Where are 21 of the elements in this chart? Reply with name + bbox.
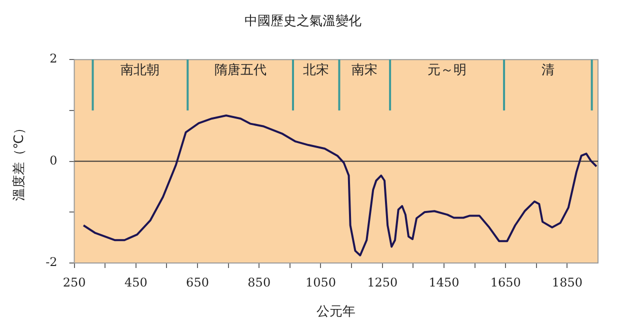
y-axis-title: 溫度差（℃） [11,121,28,202]
annotation: 元～明 [428,62,467,78]
x-axis-title: 公元年 [316,304,356,320]
annotation: 北宋 [303,62,330,78]
x-tick-label: 250 [62,275,86,290]
x-tick-label: 450 [124,275,148,290]
x-tick-label: 1450 [428,275,460,290]
y-tick-label: 0 [50,153,58,168]
x-tick-label: 850 [248,275,271,290]
x-tick-label: 1850 [552,275,582,290]
x-tick-label: 650 [186,275,209,290]
x-tick-label: 1050 [305,275,336,290]
annotation: 南宋 [352,62,378,78]
annotation: 清 [541,62,554,78]
x-tick-label: 1650 [490,275,521,290]
annotation: 隋唐五代 [214,62,266,78]
x-tick-label: 1250 [367,275,398,290]
annotation: 南北朝 [120,62,160,78]
chart-title: 中國歷史之氣溫變化 [244,14,362,30]
y-tick-label: 2 [50,52,58,66]
y-tick-label: -2 [46,255,58,270]
